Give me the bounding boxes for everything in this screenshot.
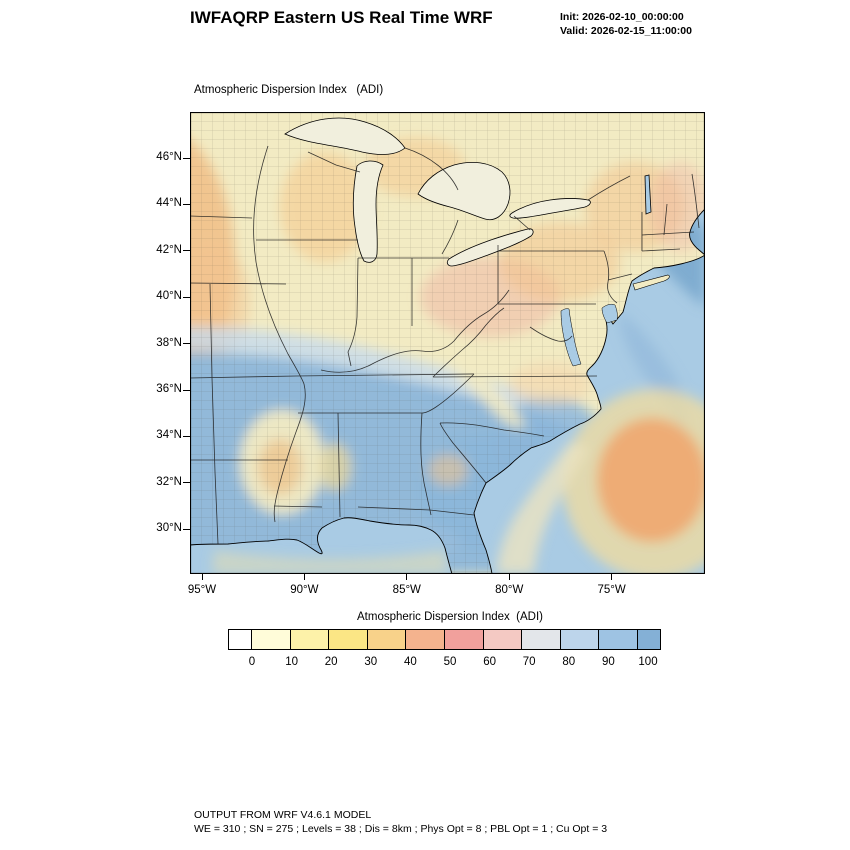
lon-tick-label: 85°W xyxy=(392,584,421,596)
lake-ontario xyxy=(509,198,591,219)
run-info: Init: 2026-02-10_00:00:00 Valid: 2026-02… xyxy=(560,11,692,38)
colorbar-tick-label: 60 xyxy=(483,656,496,668)
colorbar-tick-label: 30 xyxy=(364,656,378,668)
colorbar-cell xyxy=(559,629,600,650)
state-borders xyxy=(190,145,700,545)
lat-tick-label: 32°N xyxy=(156,475,182,488)
lat-tick-label: 46°N xyxy=(156,151,182,163)
lat-tick-label: 36°N xyxy=(156,383,182,395)
lon-tick-label: 75°W xyxy=(597,584,626,596)
colorbar-cell xyxy=(228,629,252,650)
colorbar-cell xyxy=(366,629,407,650)
lat-tick-label: 40°N xyxy=(156,290,182,303)
colorbar-cell xyxy=(521,629,561,650)
colorbar-label: Atmospheric Dispersion Index (ADI) xyxy=(357,611,543,623)
colorbar-cell xyxy=(405,629,445,650)
lon-tick-mark xyxy=(201,574,203,580)
lon-tick-mark xyxy=(611,574,613,580)
colorbar-tick-label: 90 xyxy=(601,656,615,668)
model-version-line: OUTPUT FROM WRF V4.6.1 MODEL xyxy=(194,809,372,821)
lat-tick-mark xyxy=(183,435,190,437)
colorbar-tick-label: 80 xyxy=(562,656,576,668)
ocean-shading xyxy=(212,192,705,574)
colorbar-cell xyxy=(328,629,368,650)
lat-tick-mark xyxy=(183,482,190,484)
lat-tick-label: 44°N xyxy=(156,197,182,210)
colorbar-tick-label: 40 xyxy=(403,656,417,668)
lake-superior xyxy=(284,117,406,156)
lake-erie xyxy=(446,228,534,267)
colorbar-tick-label: 10 xyxy=(285,656,298,668)
lat-tick-mark xyxy=(183,389,190,391)
lat-tick-mark xyxy=(183,157,190,159)
map-field-label: Atmospheric Dispersion Index (ADI) xyxy=(194,84,384,96)
lon-tick-mark xyxy=(406,574,408,580)
lat-tick-mark xyxy=(183,528,190,530)
colorbar xyxy=(228,629,672,650)
lon-tick-label: 90°W xyxy=(290,584,319,596)
map-plot-area: 46°N 44°N 42°N 40°N 38°N 36°N 34°N 32°N 30°N 95°… xyxy=(156,112,705,596)
lake-champlain xyxy=(644,174,652,215)
colorbar-cell xyxy=(482,629,523,650)
colorbar-cell xyxy=(636,629,661,650)
lat-tick-mark xyxy=(183,296,190,298)
lat-tick-label: 38°N xyxy=(156,336,182,349)
colorbar-cell xyxy=(289,629,330,650)
lat-tick-label: 42°N xyxy=(156,243,182,256)
lat-tick-mark xyxy=(183,343,190,345)
model-config-line: WE = 310 ; SN = 275 ; Levels = 38 ; Dis … xyxy=(194,822,608,835)
lat-tick-mark xyxy=(183,203,190,205)
colorbar-tick-label: 50 xyxy=(443,656,457,668)
great-lakes xyxy=(284,117,652,267)
colorbar-tick-label: 0 xyxy=(248,656,256,668)
lat-tick-mark xyxy=(183,250,190,252)
lon-tick-mark xyxy=(508,574,510,580)
colorbar-ticks: 0 10 20 30 40 50 60 70 80 90 100 xyxy=(228,656,672,670)
long-island xyxy=(632,274,670,291)
delaware-bay xyxy=(601,303,618,324)
lat-tick-label: 30°N xyxy=(156,522,182,535)
adi-map xyxy=(190,112,705,574)
coastline xyxy=(190,208,705,574)
footer-info: OUTPUT FROM WRF V4.6.1 MODEL WE = 310 ; … xyxy=(194,809,607,836)
map-frame xyxy=(190,112,705,574)
colorbar-tick-label: 100 xyxy=(638,656,658,668)
lake-michigan xyxy=(352,160,384,263)
colorbar-tick-label: 70 xyxy=(522,656,536,668)
lat-tick-label: 34°N xyxy=(156,429,182,442)
plot-title: IWFAQRP Eastern US Real Time WRF xyxy=(190,8,493,27)
lon-tick-label: 80°W xyxy=(495,584,524,596)
init-time: Init: 2026-02-10_00:00:00 xyxy=(560,11,684,23)
colorbar-cell xyxy=(443,629,484,650)
lon-tick-mark xyxy=(303,574,305,580)
colorbar-tick-label: 20 xyxy=(324,656,338,668)
colorbar-cell xyxy=(251,629,291,650)
valid-time: Valid: 2026-02-15_11:00:00 xyxy=(560,24,692,37)
lon-tick-label: 95°W xyxy=(187,584,217,596)
lake-huron xyxy=(417,161,511,221)
colorbar-cell xyxy=(598,629,638,650)
